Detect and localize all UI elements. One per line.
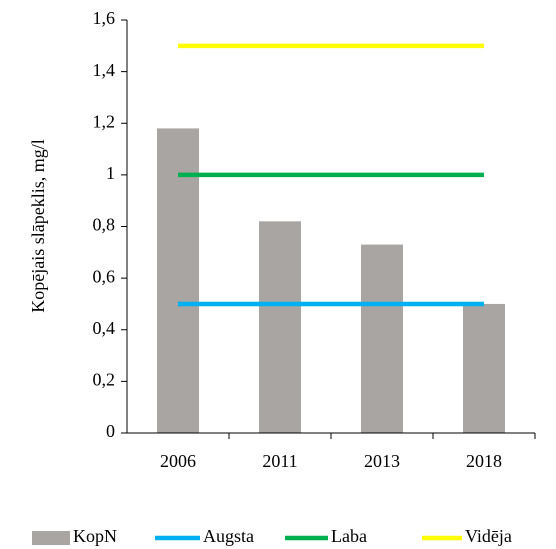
y-tick-label: 0,8: [93, 215, 116, 235]
x-tick-label: 2006: [160, 451, 196, 471]
y-tick-label: 0,6: [93, 266, 116, 286]
bar: [361, 244, 403, 433]
legend-label: KopN: [73, 526, 117, 546]
y-tick-label: 1: [106, 163, 115, 183]
y-tick-label: 0,2: [93, 370, 116, 390]
y-tick-label: 1,4: [93, 60, 116, 80]
legend-swatch: [32, 531, 70, 545]
y-tick-label: 0,4: [93, 318, 116, 338]
bar: [259, 221, 301, 433]
legend-label: Laba: [331, 526, 367, 546]
legend-label: Vidēja: [465, 526, 512, 546]
bar: [463, 303, 505, 433]
x-tick-label: 2013: [364, 451, 400, 471]
legend-label: Augsta: [203, 526, 254, 546]
x-tick-label: 2018: [466, 451, 502, 471]
y-tick-label: 0: [106, 421, 115, 441]
y-tick-label: 1,2: [93, 111, 116, 131]
y-axis-label: Kopējais slāpeklis, mg/l: [28, 139, 48, 312]
y-tick-label: 1,6: [93, 8, 116, 28]
x-tick-label: 2011: [262, 451, 297, 471]
bar: [157, 128, 199, 433]
